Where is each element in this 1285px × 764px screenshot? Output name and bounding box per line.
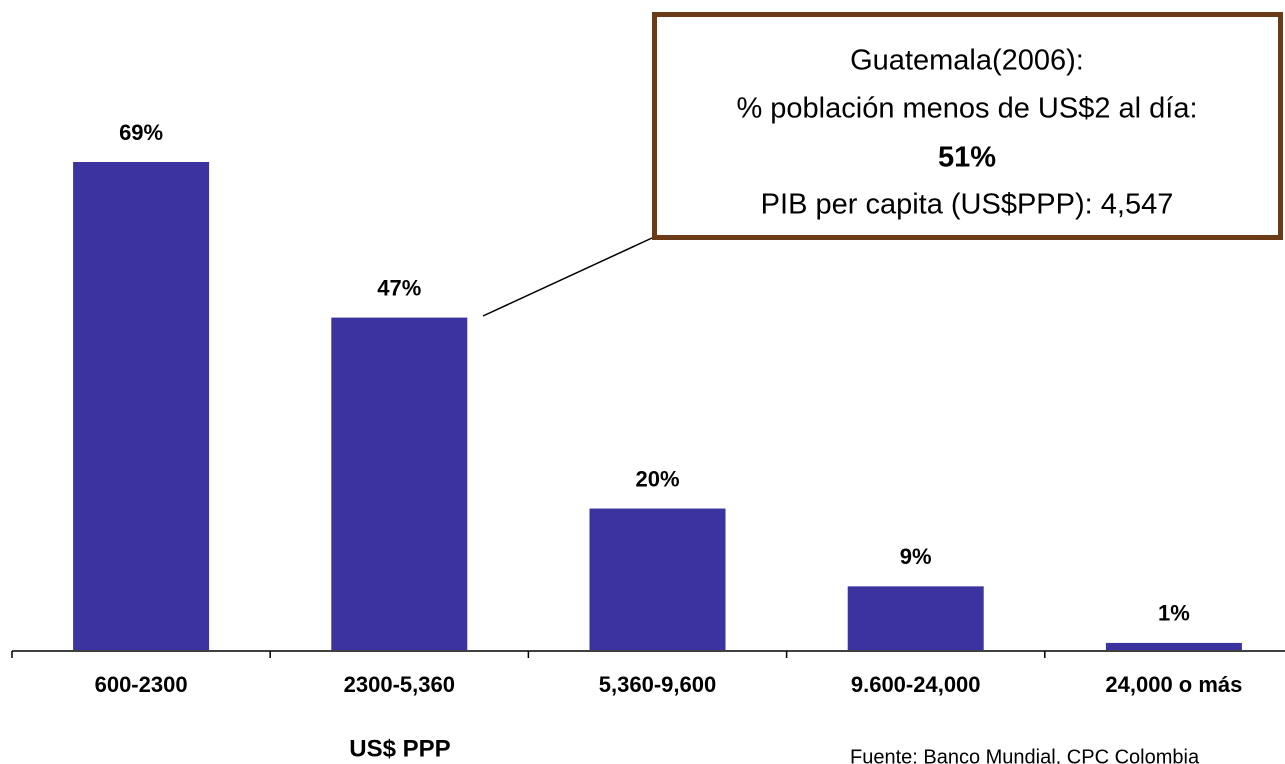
bar	[589, 508, 726, 650]
annotation-line: 51%	[938, 142, 996, 174]
bar	[331, 317, 468, 650]
x-tick-label: 9.600-24,000	[851, 672, 981, 697]
x-tick-label: 24,000 o más	[1105, 672, 1242, 697]
bar	[847, 586, 984, 650]
data-label: 1%	[1158, 601, 1190, 626]
source: Fuente: Banco Mundial, CPC Colombia	[850, 746, 1200, 764]
data-label: 69%	[119, 120, 163, 145]
bar	[1105, 642, 1242, 650]
x-tick-label: 600-2300	[95, 672, 188, 697]
data-label: 47%	[377, 275, 421, 300]
annotation-line: Guatemala(2006):	[850, 45, 1084, 77]
x-axis-title: US$ PPP	[349, 735, 450, 762]
annotation-line: % población menos de US$2 al día:	[736, 93, 1197, 125]
bar	[73, 162, 210, 650]
annotation-box	[652, 12, 1283, 240]
annotation-line: PIB per capita (US$PPP): 4,547	[761, 189, 1174, 221]
annotation-connector	[482, 237, 653, 317]
data-label: 20%	[635, 466, 679, 491]
data-label: 9%	[900, 544, 932, 569]
x-tick-label: 5,360-9,600	[599, 672, 716, 697]
x-tick-label: 2300-5,360	[344, 672, 455, 697]
